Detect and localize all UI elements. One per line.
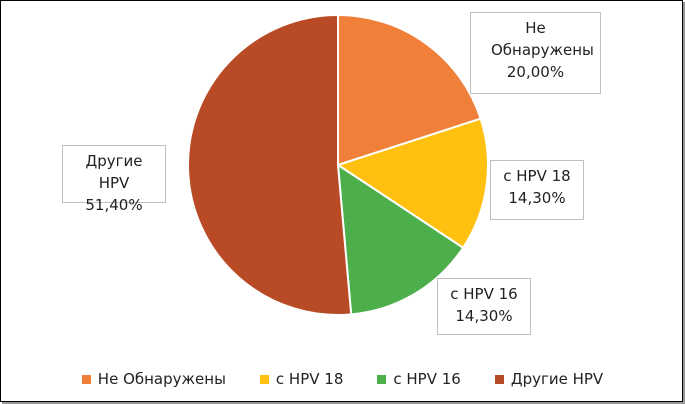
- pie-slice-3: [187, 13, 353, 316]
- legend-label: Другие HPV: [510, 370, 604, 388]
- legend-label: с HPV 18: [275, 370, 344, 388]
- data-label-2: с HPV 16 14,30%: [437, 278, 531, 335]
- legend-swatch: [259, 374, 269, 384]
- label-value: 20,00%: [506, 63, 565, 81]
- legend-swatch: [81, 374, 91, 384]
- label-value: 14,30%: [455, 307, 513, 325]
- label-value: 14,30%: [508, 189, 566, 207]
- legend-swatch: [494, 374, 504, 384]
- legend-item: Другие HPV: [494, 370, 604, 388]
- legend-label: Не Обнаружены: [97, 370, 226, 388]
- legend-label: с HPV 16: [393, 370, 461, 388]
- data-label-0: Не Обнаружены 20,00%: [470, 12, 601, 94]
- data-label-1: с HPV 18 14,30%: [490, 160, 584, 220]
- pie-slice-1: [335, 117, 489, 250]
- label-name: с HPV 16: [450, 285, 518, 303]
- pie-slice-0: [337, 13, 482, 167]
- label-name: с HPV 18: [503, 167, 571, 185]
- legend-item: Не Обнаружены: [81, 370, 226, 388]
- pie-slice-2: [336, 163, 465, 316]
- label-name: Другие HPV: [85, 152, 143, 192]
- label-name: Не Обнаружены: [491, 19, 594, 59]
- legend-swatch: [377, 374, 387, 384]
- legend: Не Обнаружены с HPV 18 с HPV 16 Другие H…: [0, 370, 685, 388]
- data-label-3: Другие HPV 51,40%: [62, 145, 166, 214]
- legend-item: с HPV 18: [259, 370, 344, 388]
- legend-item: с HPV 16: [377, 370, 461, 388]
- label-value: 51,40%: [85, 196, 143, 214]
